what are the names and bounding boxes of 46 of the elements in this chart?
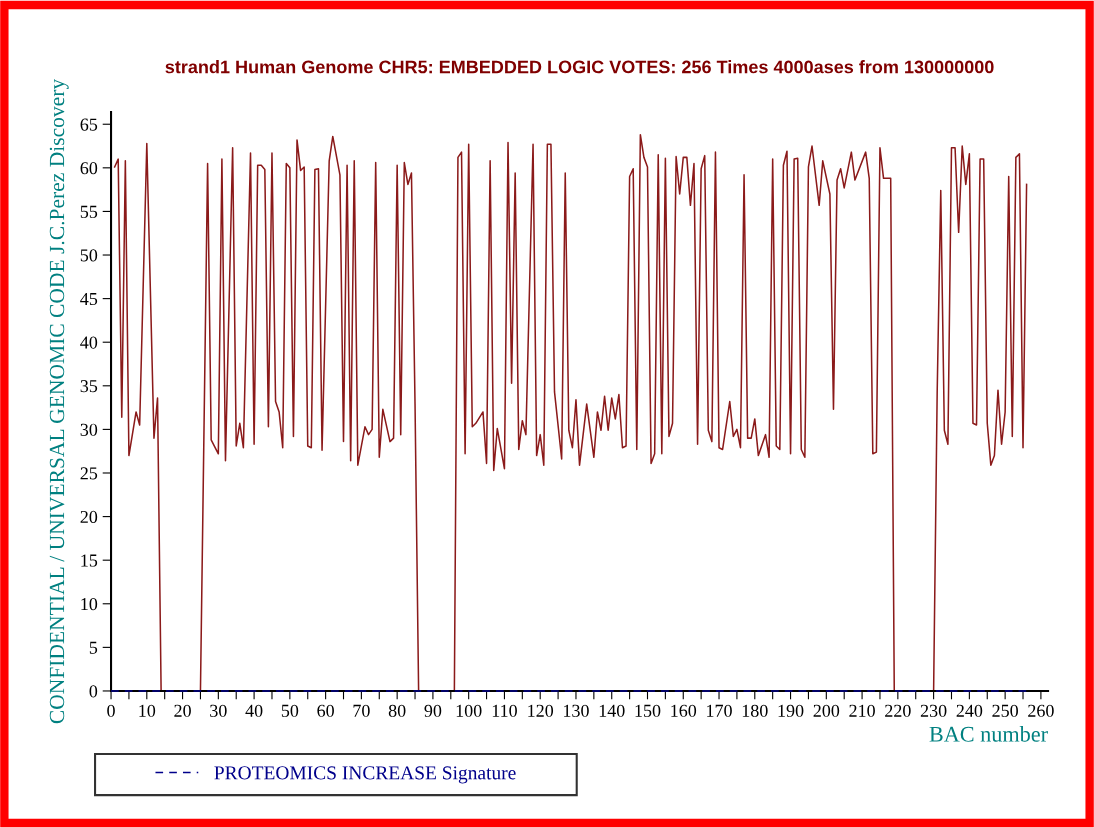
x-tick-label: 30 [210,704,227,717]
y-tick-label: 35 [80,380,98,393]
x-tick-label: 170 [707,704,732,717]
x-tick-label: 120 [528,704,554,717]
line-series [113,133,1028,692]
x-tick-label: 90 [424,704,442,717]
x-tick-label: 180 [742,704,768,717]
x-tick-label: 70 [353,704,370,717]
x-tick-label: 50 [281,704,299,717]
x-tick-label: 80 [388,704,406,717]
x-tick-label: 240 [956,704,983,717]
x-tick-label: 210 [849,704,875,717]
x-tick-label: 10 [139,704,156,717]
y-tick-label: 15 [81,554,98,567]
x-tick-label: 140 [599,704,625,717]
y-tick-label: 5 [89,641,98,654]
x-tick-label: 60 [317,704,334,717]
x-tick-label: 200 [813,704,840,717]
x-tick-label: 160 [671,704,697,717]
legend-label: PROTEOMICS INCREASE Signature [214,766,516,784]
x-tick-label: 250 [992,704,1018,717]
y-tick-label: 55 [80,205,98,218]
x-tick-label: 150 [635,704,661,717]
y-tick-label: 10 [81,598,98,611]
x-tick-label: 20 [174,704,191,717]
y-tick-label: 20 [80,510,98,524]
x-tick-label: 230 [920,704,947,717]
y-tick-label: 25 [80,467,98,480]
y-tick-label: 0 [89,685,98,698]
y-axis-title: CONFIDENTIAL / UNIVERSAL GENOMIC CODE J.C.Perez Discovery [49,78,69,724]
x-tick-label: 130 [564,704,589,717]
chart-title: strand1 Human Genome CHR5: EMBEDDED LOGIC VOTES: 256 Times 4000ases from 130000000 [165,60,994,74]
y-tick-label: 50 [80,249,98,262]
x-tick-label: 220 [885,704,911,717]
x-tick-label: 260 [1028,704,1054,717]
x-axis-title: BAC number [929,726,1048,742]
y-tick-label: 65 [80,118,98,131]
x-tick-label: 100 [456,704,482,717]
x-tick-label: 110 [492,704,517,717]
x-tick-label: 190 [778,704,804,717]
x-tick-label: 40 [245,704,263,717]
y-tick-label: 60 [80,162,98,175]
y-tick-label: 30 [80,423,98,436]
y-tick-label: 45 [80,292,98,306]
x-tick-label: 0 [107,704,115,717]
y-tick-label: 40 [80,336,98,349]
